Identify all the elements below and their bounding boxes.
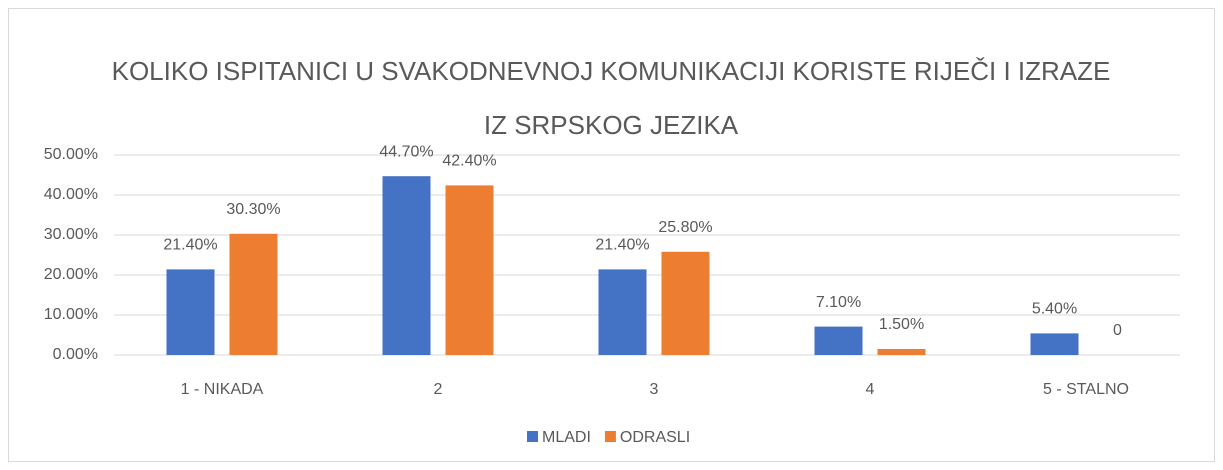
value-label: 5.40% [1032, 301, 1077, 318]
bar [877, 349, 926, 355]
x-tick-label: 4 [866, 381, 875, 398]
legend-label: ODRASLI [620, 429, 690, 446]
chart-title: KOLIKO ISPITANICI U SVAKODNEVNOJ KOMUNIK… [111, 56, 1111, 140]
value-label: 1.50% [879, 316, 924, 333]
legend-swatch [604, 431, 616, 442]
x-tick-label: 5 - STALNO [1043, 381, 1129, 398]
y-tick-label: 50.00% [44, 146, 98, 163]
legend-label: MLADI [542, 429, 591, 446]
value-label: 21.40% [595, 237, 649, 254]
bar [382, 176, 431, 355]
bar [229, 233, 278, 355]
x-tick-label: 2 [434, 381, 443, 398]
y-tick-label: 0.00% [53, 346, 98, 363]
value-label: 25.80% [658, 219, 712, 236]
bar [814, 326, 863, 355]
y-tick-label: 20.00% [44, 266, 98, 283]
y-tick-label: 10.00% [44, 306, 98, 323]
x-tick-label: 1 - NIKADA [181, 381, 264, 398]
value-label: 42.40% [442, 153, 496, 170]
y-tick-label: 30.00% [44, 226, 98, 243]
value-label: 30.30% [226, 201, 280, 218]
bar [445, 185, 494, 355]
legend-swatch [527, 431, 538, 442]
value-label: 0 [1113, 322, 1122, 339]
y-tick-label: 40.00% [44, 186, 98, 203]
value-label: 21.40% [163, 237, 217, 254]
value-label: 7.10% [816, 294, 861, 311]
bar [598, 269, 647, 355]
bar [166, 269, 215, 355]
bar [1030, 333, 1079, 355]
bar [661, 251, 710, 355]
value-label: 44.70% [379, 143, 433, 160]
x-tick-label: 3 [650, 381, 659, 398]
